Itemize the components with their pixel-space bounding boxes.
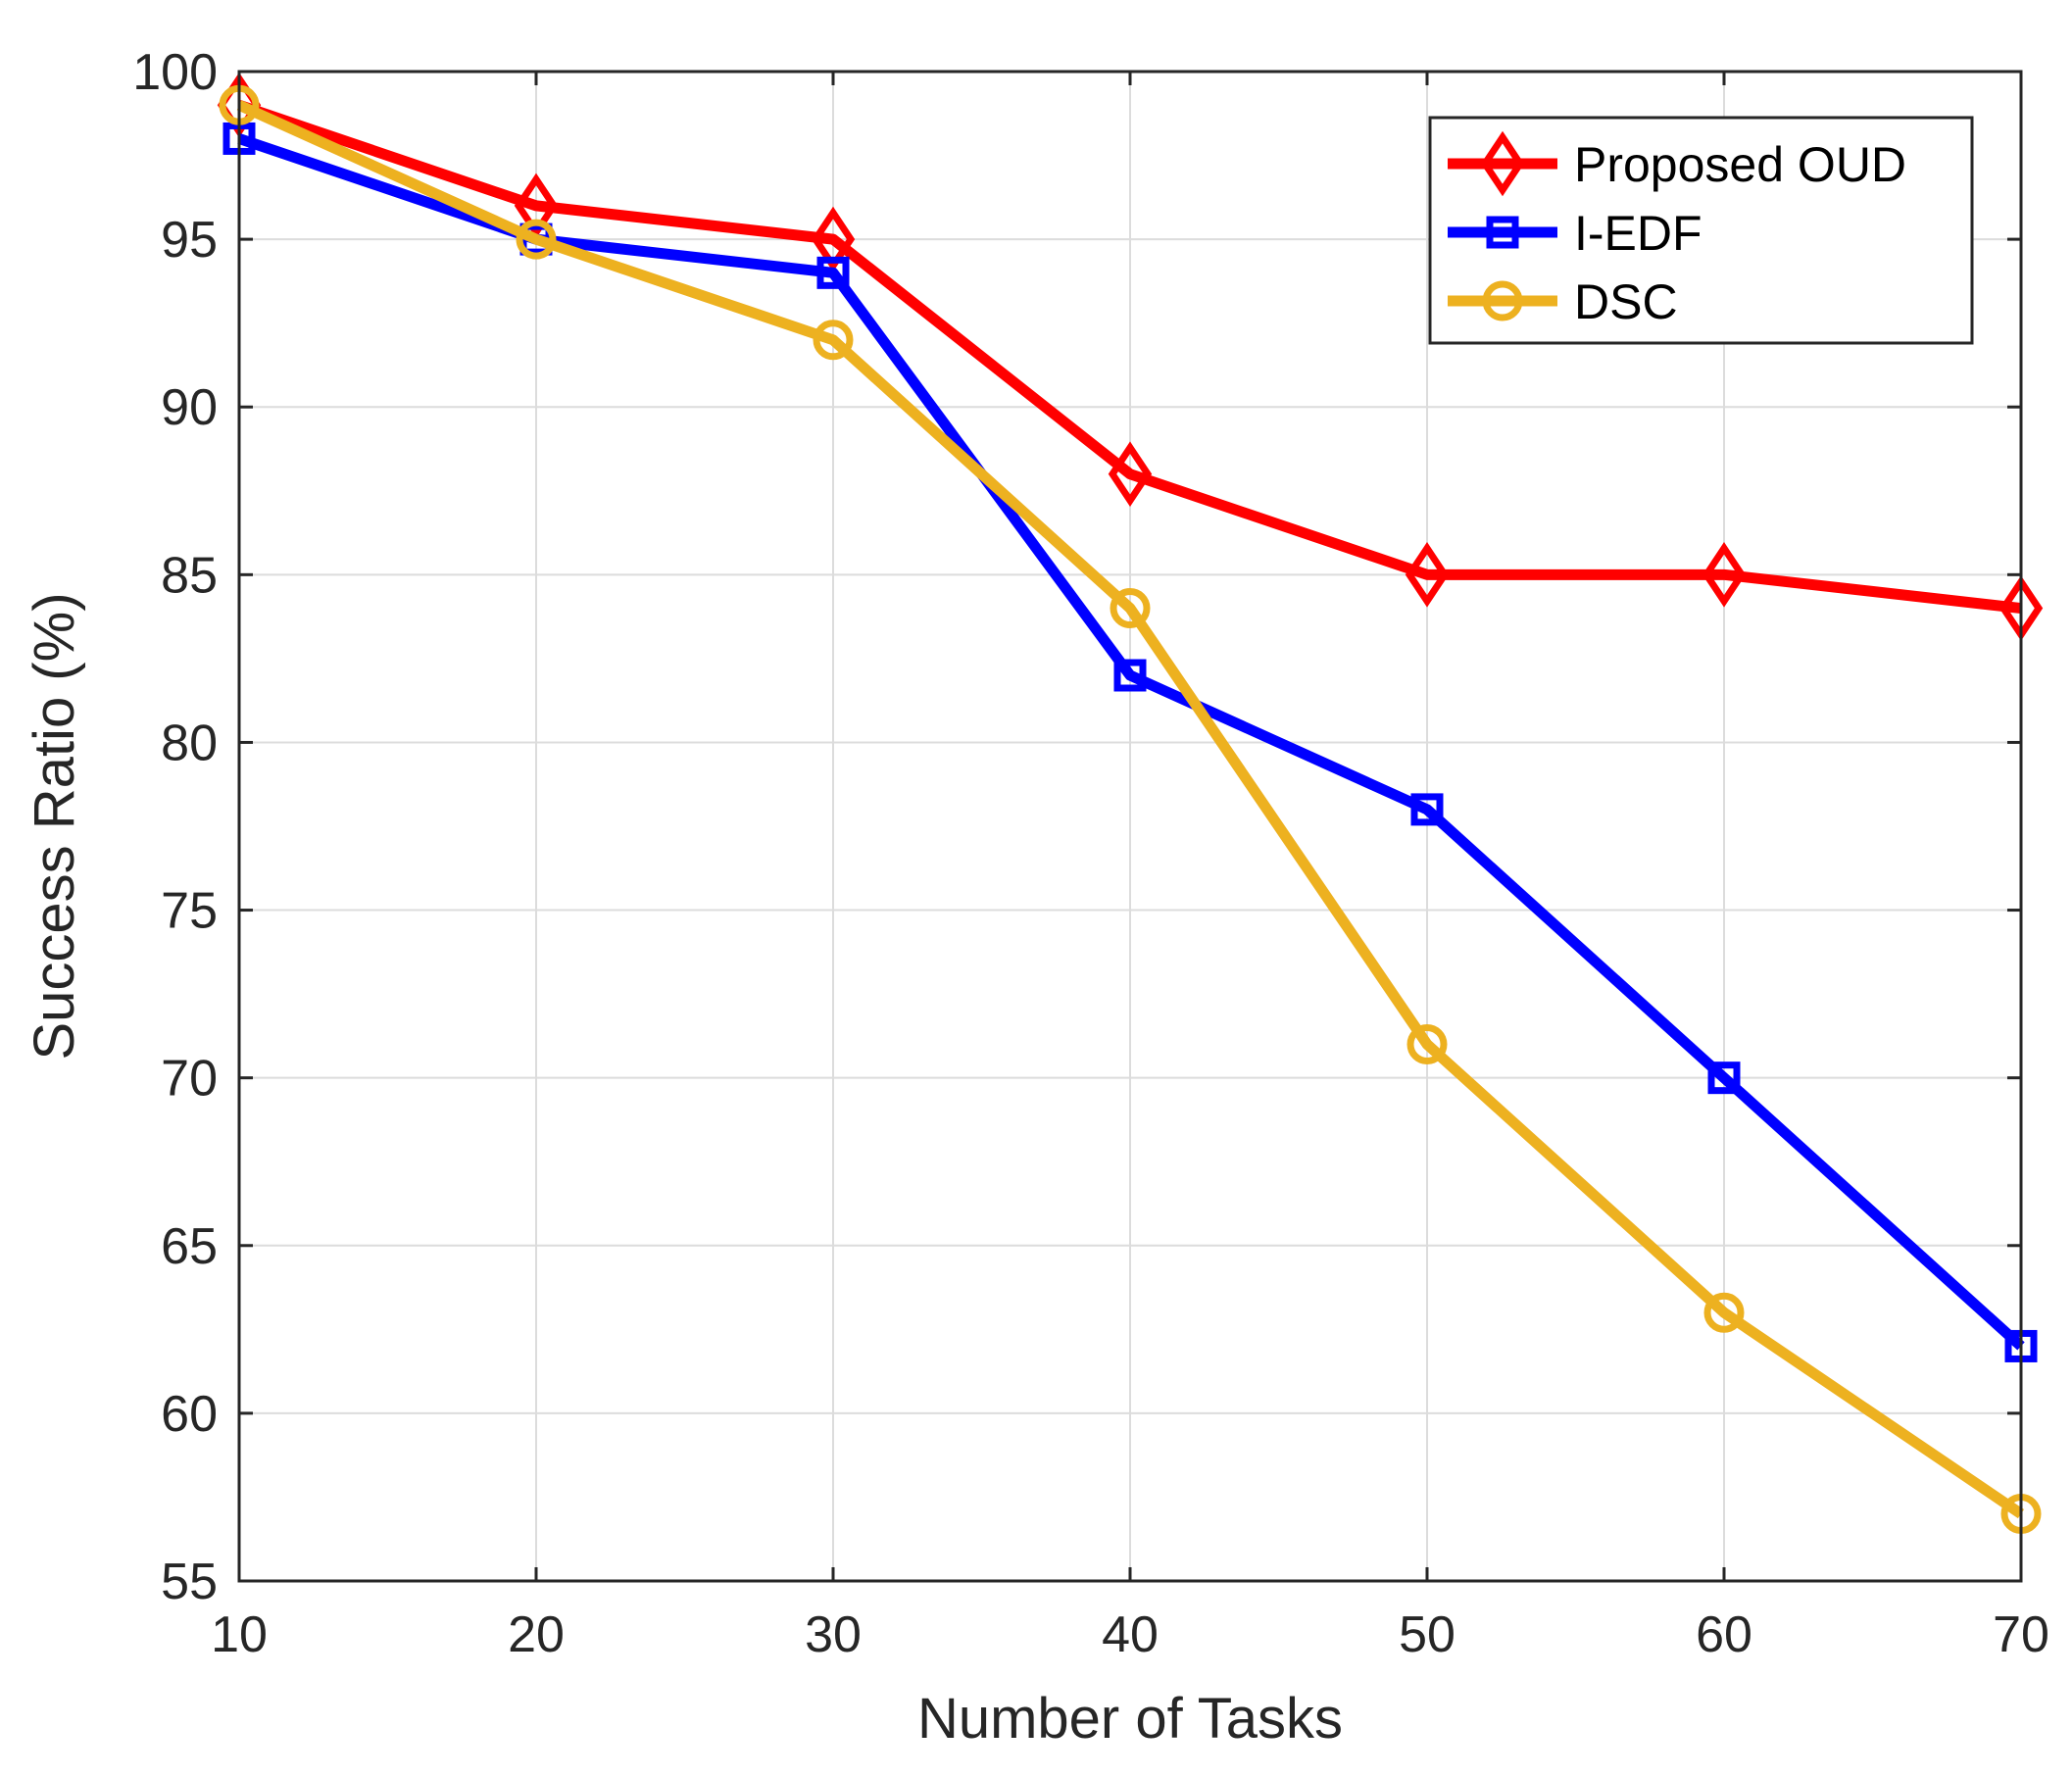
data-point-dsc — [516, 219, 557, 260]
legend-label: I-EDF — [1574, 206, 1702, 261]
y-tick-label: 75 — [161, 883, 218, 940]
y-tick-label: 85 — [161, 547, 218, 604]
y-tick-label: 70 — [161, 1051, 218, 1108]
x-tick-label: 10 — [211, 1606, 268, 1663]
axis-ticks: 10 20 30 40 50 60 70 55 60 65 70 75 80 85 90 95 100 — [132, 44, 2049, 1663]
y-tick-label: 100 — [132, 44, 218, 101]
legend-item-i-edf: I-EDF — [1448, 206, 1702, 261]
x-tick-label: 40 — [1102, 1606, 1159, 1663]
data-point-dsc — [813, 320, 854, 361]
data-point-i-edf — [816, 256, 850, 289]
x-tick-label: 20 — [508, 1606, 565, 1663]
y-tick-label: 55 — [161, 1554, 218, 1610]
legend-item-dsc: DSC — [1448, 274, 1678, 329]
data-point-proposed-oud — [1108, 441, 1153, 507]
series-dsc — [219, 84, 2042, 1535]
x-tick-label: 60 — [1696, 1606, 1752, 1663]
data-point-i-edf — [1113, 659, 1147, 692]
y-tick-label: 80 — [161, 715, 218, 771]
x-tick-label: 50 — [1399, 1606, 1455, 1663]
data-point-dsc — [1406, 1023, 1448, 1064]
data-point-dsc — [1703, 1292, 1745, 1333]
legend-item-proposed-oud: Proposed OUD — [1448, 130, 1906, 197]
y-tick-label: 65 — [161, 1218, 218, 1275]
legend-swatch-marker — [1486, 216, 1519, 249]
data-point-proposed-oud — [1405, 542, 1450, 608]
y-tick-label: 95 — [161, 212, 218, 269]
x-tick-label: 70 — [1993, 1606, 2049, 1663]
data-point-i-edf — [1410, 793, 1444, 826]
data-point-i-edf — [1707, 1061, 1741, 1095]
series-lines — [217, 72, 2044, 1535]
series-line-dsc — [236, 100, 2025, 1519]
data-point-proposed-oud — [811, 206, 856, 272]
data-point-proposed-oud — [514, 173, 559, 239]
legend-swatch-marker — [1480, 130, 1525, 197]
series-line-proposed-oud — [237, 100, 2022, 615]
y-tick-label: 60 — [161, 1386, 218, 1443]
data-point-proposed-oud — [1702, 542, 1747, 608]
legend: Proposed OUD I-EDF DSC — [1428, 116, 1974, 345]
legend-label: DSC — [1574, 274, 1678, 329]
x-axis-title: Number of Tasks — [917, 1687, 1343, 1751]
legend-label: Proposed OUD — [1574, 137, 1906, 192]
data-point-dsc — [1110, 588, 1151, 629]
y-axis-title: Success Ratio (%) — [23, 592, 86, 1060]
y-tick-label: 90 — [161, 379, 218, 436]
x-tick-label: 30 — [805, 1606, 862, 1663]
legend-swatch-marker — [1482, 280, 1523, 321]
